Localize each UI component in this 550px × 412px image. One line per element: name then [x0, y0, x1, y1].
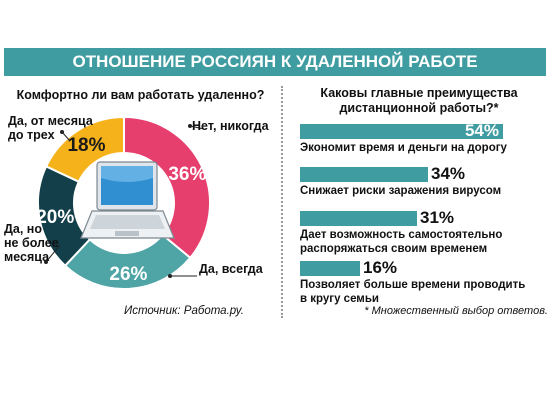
- bar-value-label: 16%: [363, 258, 398, 277]
- leader-dot: [168, 274, 172, 278]
- slice-label-never: Нет, никогда: [192, 119, 269, 133]
- bar-chart-title: Каковы главные преимущества дистанционно…: [320, 86, 518, 115]
- slice-label-always: Да, всегда: [199, 262, 263, 276]
- bar: [300, 211, 417, 226]
- divider: [281, 86, 283, 318]
- footnote: * Множественный выбор ответов.: [364, 305, 548, 317]
- leader-dot: [60, 130, 64, 134]
- laptop-icon: [80, 161, 175, 239]
- slice-value-label: 20%: [36, 207, 74, 228]
- leader-line: [45, 244, 61, 263]
- slice-value-label: 18%: [67, 135, 105, 156]
- leader-dot: [44, 260, 48, 264]
- bar-category-label: Дает возможность самостоятельно распоряж…: [300, 229, 503, 255]
- bar: [300, 167, 428, 182]
- source-note: Источник: Работа.ру.: [124, 305, 244, 317]
- slice-value-label: 36%: [168, 164, 206, 185]
- donut-chart: 36% 26% 20% 18%: [36, 115, 211, 290]
- slice-never: [123, 115, 211, 260]
- slice-label-three: Да, от месяца до трех: [8, 114, 93, 142]
- bar-value-label: 54%: [464, 121, 499, 140]
- bar-category-label: Экономит время и деньги на дорогу: [300, 142, 507, 154]
- bar-value-label: 34%: [431, 164, 466, 183]
- leader-line: [189, 125, 205, 130]
- bar-category-label: Позволяет больше времени проводить в кру…: [300, 279, 526, 305]
- pie-chart-title: Комфортно ли вам работать удаленно?: [16, 88, 265, 102]
- page-title: ОТНОШЕНИЕ РОССИЯН К УДАЛЕННОЙ РАБОТЕ: [4, 48, 546, 76]
- bar-category-label: Снижает риски заражения вирусом: [300, 185, 502, 197]
- slice-always: [63, 233, 192, 290]
- slice-three: [44, 115, 125, 184]
- bar: [300, 124, 503, 139]
- slice-label-month: Да, но не более месяца: [4, 222, 59, 264]
- leader-line: [61, 131, 71, 142]
- bar-value-label: 31%: [420, 208, 455, 227]
- leader-dot: [188, 124, 192, 128]
- slice-value-label: 26%: [109, 264, 147, 285]
- bar: [300, 261, 360, 276]
